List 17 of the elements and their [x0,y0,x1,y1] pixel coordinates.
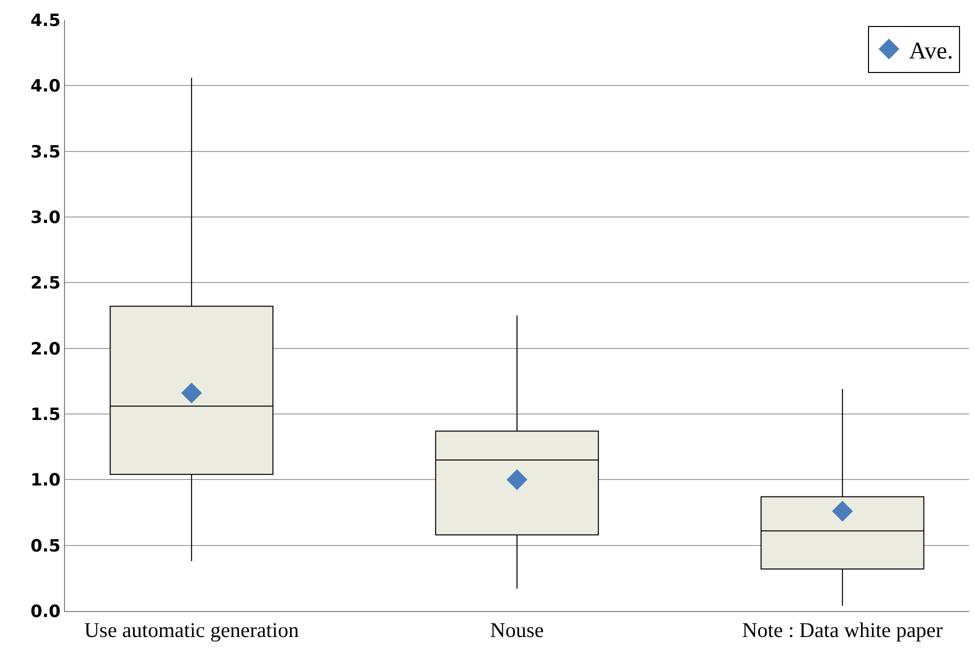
y-tick-label: 1.5 [30,404,61,425]
y-tick-label: 4.5 [30,10,61,31]
y-tick-label: 1.0 [30,470,61,491]
point [832,500,853,522]
x-tick-label: Note : Data white paper [742,618,943,642]
y-tick-label: 2.5 [30,274,61,294]
y-tick-label: 3.0 [30,208,61,228]
y-tick-label: 4.0 [30,76,61,97]
x-tick-label: Nouse [490,618,544,642]
y-tick-label: 3.5 [30,142,61,162]
y-tick-label: 2.0 [30,339,61,360]
x-tick-label: Use automatic generation [84,618,300,642]
y-tick-label: 0.0 [30,602,61,622]
y-tick-label: 0.5 [30,536,61,556]
point [506,469,528,490]
legend-label: Ave. [908,38,954,64]
point [181,382,202,404]
